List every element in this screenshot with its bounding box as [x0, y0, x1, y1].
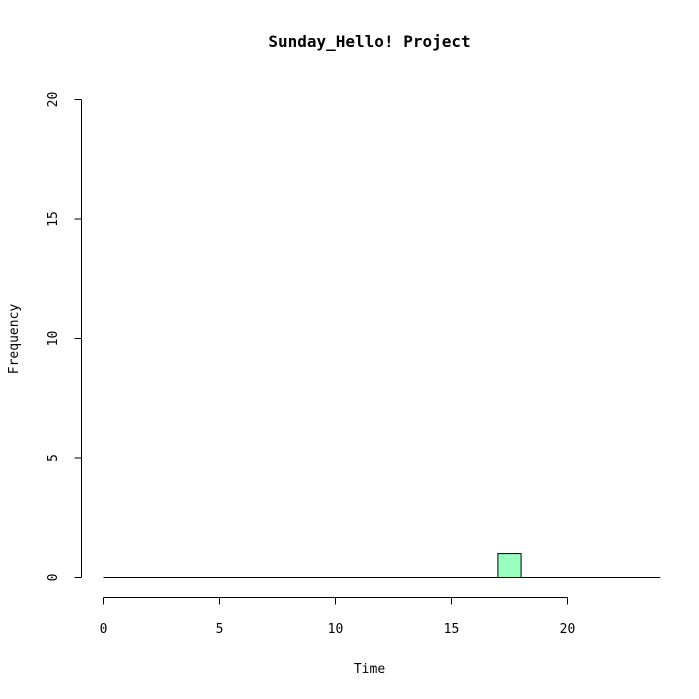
y-tick-label: 5: [46, 454, 61, 462]
x-tick-label: 15: [444, 622, 460, 637]
x-tick-label: 10: [328, 622, 344, 637]
x-tick-label: 20: [560, 622, 576, 637]
histogram-bar: [497, 553, 522, 578]
y-tick-label: 0: [46, 574, 61, 582]
y-tick-label: 10: [46, 331, 61, 347]
y-tick-label: 15: [46, 211, 61, 227]
x-tick-label: 5: [216, 622, 224, 637]
bars-group: [497, 553, 522, 578]
chart-title: Sunday_Hello! Project: [268, 32, 470, 51]
y-axis: 0 5 10 15 20: [46, 92, 82, 582]
y-axis-label: Frequency: [7, 304, 22, 375]
y-tick-label: 20: [46, 92, 61, 108]
x-tick-label: 0: [100, 622, 108, 637]
x-axis: 0 5 10 15 20: [100, 597, 576, 637]
x-axis-label: Time: [354, 662, 385, 677]
